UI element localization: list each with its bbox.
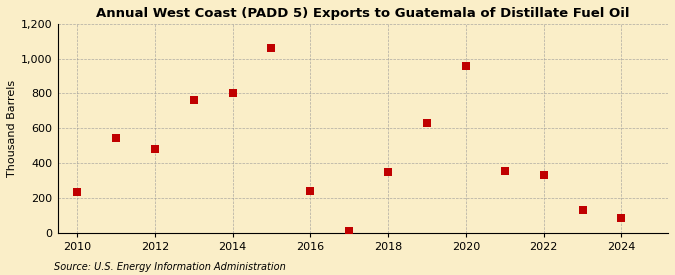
Point xyxy=(616,216,627,221)
Point xyxy=(422,120,433,125)
Point xyxy=(305,189,316,193)
Point xyxy=(72,190,82,194)
Text: Source: U.S. Energy Information Administration: Source: U.S. Energy Information Administ… xyxy=(54,262,286,272)
Y-axis label: Thousand Barrels: Thousand Barrels xyxy=(7,80,17,177)
Point xyxy=(344,229,354,233)
Point xyxy=(500,169,510,173)
Point xyxy=(188,98,199,102)
Point xyxy=(149,147,160,151)
Title: Annual West Coast (PADD 5) Exports to Guatemala of Distillate Fuel Oil: Annual West Coast (PADD 5) Exports to Gu… xyxy=(96,7,630,20)
Point xyxy=(227,91,238,96)
Point xyxy=(111,135,122,140)
Point xyxy=(538,173,549,178)
Point xyxy=(266,45,277,50)
Point xyxy=(383,170,394,174)
Point xyxy=(460,64,471,69)
Point xyxy=(577,208,588,212)
